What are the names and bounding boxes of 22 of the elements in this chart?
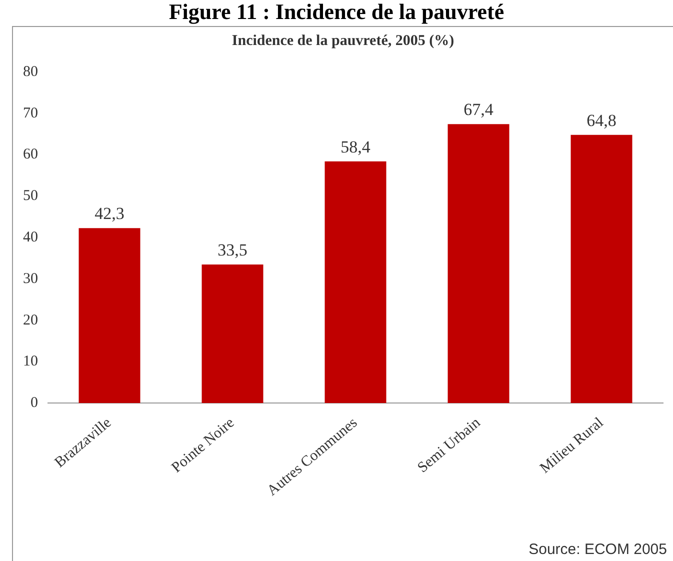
chart-title: Figure 11 : Incidence de la pauvreté <box>168 0 506 24</box>
y-tick-label: 50 <box>23 188 38 204</box>
data-label: 67,4 <box>464 100 494 120</box>
y-tick-label: 30 <box>23 270 38 287</box>
bar <box>202 264 264 404</box>
data-label: 58,4 <box>340 137 371 156</box>
y-tick-label: 60 <box>23 146 38 163</box>
data-label: 42,3 <box>94 204 124 224</box>
source-note: Source: ECOM 2005 <box>528 541 667 558</box>
data-label: 33,5 <box>218 240 248 260</box>
bar <box>78 228 140 404</box>
y-tick-label: 10 <box>23 354 38 370</box>
data-label: 64,8 <box>586 110 616 130</box>
bar <box>324 161 386 404</box>
bar <box>448 124 510 404</box>
bar <box>570 134 632 404</box>
y-tick-label: 70 <box>23 105 38 122</box>
y-tick-label: 20 <box>23 312 38 328</box>
y-tick-label: 80 <box>23 64 38 80</box>
chart-subtitle: Incidence de la pauvreté, 2005 (%) <box>230 33 456 50</box>
y-tick-label: 40 <box>23 230 38 246</box>
y-tick-label: 0 <box>30 395 38 412</box>
